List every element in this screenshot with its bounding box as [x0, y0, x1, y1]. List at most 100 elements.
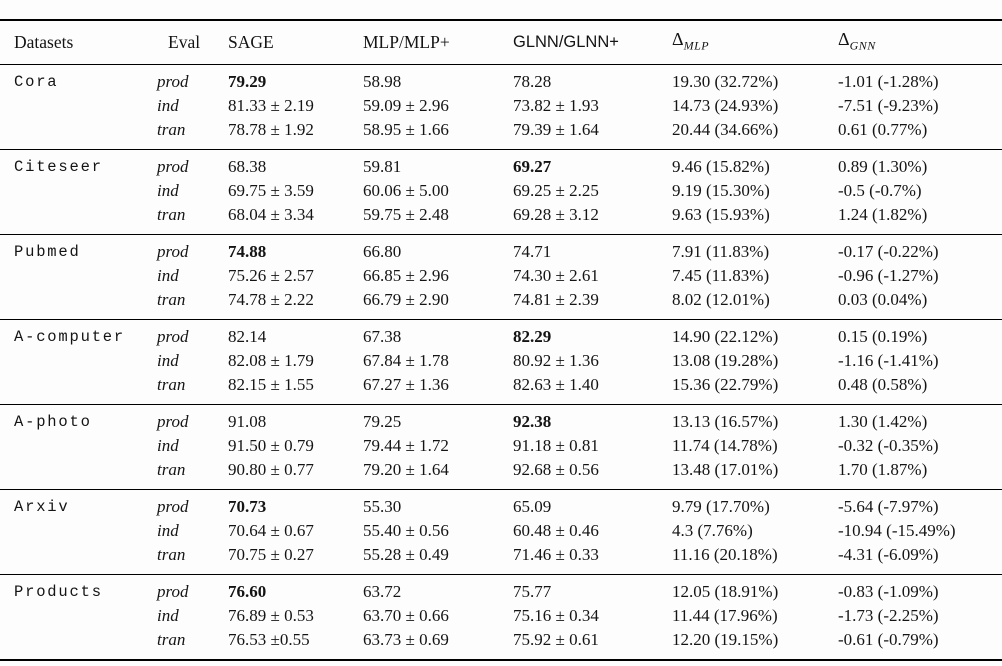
cell-mlp: 60.06 ± 5.00: [363, 180, 449, 200]
cell-dgnn: 1.70 (1.87%): [838, 459, 928, 479]
cell-dgnn: 0.89 (1.30%): [838, 148, 1002, 179]
cell-eval: tran: [157, 374, 186, 394]
table-row: tran 78.78 ± 1.92 58.95 ± 1.66 79.39 ± 1.64…: [0, 118, 1002, 150]
cell-eval: ind: [157, 605, 179, 625]
table-row: ind 91.50 ± 0.79 79.44 ± 1.72 91.18 ± 0.81 1…: [0, 434, 1002, 458]
cell-mlp: 79.25: [363, 403, 513, 434]
cell-dmlp: 9.79 (17.70%): [672, 488, 838, 519]
cell-eval: tran: [157, 544, 186, 564]
cell-mlp: 59.81: [363, 148, 513, 179]
delta-symbol: Δ: [672, 29, 684, 49]
cell-glnn: 74.71: [513, 233, 672, 264]
cell-glnn: 82.29: [513, 318, 672, 349]
cell-eval: tran: [157, 289, 186, 309]
cell-glnn: 69.25 ± 2.25: [513, 180, 599, 200]
cell-mlp: 55.28 ± 0.49: [363, 544, 449, 564]
cell-dgnn: 0.48 (0.58%): [838, 374, 928, 394]
cell-dgnn: -1.16 (-1.41%): [838, 350, 939, 370]
cell-sage: 68.04 ± 3.34: [228, 204, 314, 224]
table-row: tran 82.15 ± 1.55 67.27 ± 1.36 82.63 ± 1.40…: [0, 373, 1002, 405]
cell-eval: prod: [157, 488, 228, 519]
column-header-eval: Eval: [157, 20, 228, 65]
column-header-delta-mlp: ΔMLP: [672, 20, 838, 65]
cell-dgnn: -0.83 (-1.09%): [838, 573, 1002, 604]
cell-eval: ind: [157, 180, 179, 200]
cell-mlp: 55.40 ± 0.56: [363, 520, 449, 540]
cell-mlp: 66.80: [363, 233, 513, 264]
cell-mlp: 66.85 ± 2.96: [363, 265, 449, 285]
cell-eval: ind: [157, 435, 179, 455]
cell-dgnn: -5.64 (-7.97%): [838, 488, 1002, 519]
table-row: ind 70.64 ± 0.67 55.40 ± 0.56 60.48 ± 0.46 4…: [0, 519, 1002, 543]
table-row: tran 70.75 ± 0.27 55.28 ± 0.49 71.46 ± 0.33…: [0, 543, 1002, 575]
cell-dmlp: 11.74 (14.78%): [672, 435, 778, 455]
cell-eval: prod: [157, 63, 228, 94]
table-row: ind 81.33 ± 2.19 59.09 ± 2.96 73.82 ± 1.93 1…: [0, 94, 1002, 118]
cell-dgnn: -4.31 (-6.09%): [838, 544, 939, 564]
cell-glnn: 73.82 ± 1.93: [513, 95, 599, 115]
dataset-name: Cora: [0, 63, 157, 149]
column-header-datasets: Datasets: [0, 20, 157, 65]
cell-dgnn: 0.15 (0.19%): [838, 318, 1002, 349]
cell-dgnn: -1.01 (-1.28%): [838, 63, 1002, 94]
cell-eval: tran: [157, 119, 186, 139]
cell-glnn: 75.77: [513, 573, 672, 604]
table-row: Products prod 76.60 63.72 75.77 12.05 (18.91%…: [0, 573, 1002, 660]
table-row: tran 68.04 ± 3.34 59.75 ± 2.48 69.28 ± 3.12…: [0, 203, 1002, 235]
table-row: tran 90.80 ± 0.77 79.20 ± 1.64 92.68 ± 0.56…: [0, 458, 1002, 490]
dataset-name: Arxiv: [0, 488, 157, 574]
cell-eval: ind: [157, 520, 179, 540]
cell-dmlp: 14.73 (24.93%): [672, 95, 779, 115]
cell-glnn: 60.48 ± 0.46: [513, 520, 599, 540]
cell-sage: 90.80 ± 0.77: [228, 459, 314, 479]
cell-glnn: 69.27: [513, 148, 672, 179]
cell-glnn: 92.68 ± 0.56: [513, 459, 599, 479]
cell-eval: ind: [157, 350, 179, 370]
dataset-name: A-photo: [0, 403, 157, 489]
cell-mlp: 67.38: [363, 318, 513, 349]
cell-glnn: 91.18 ± 0.81: [513, 435, 599, 455]
table-row: tran 74.78 ± 2.22 66.79 ± 2.90 74.81 ± 2.39…: [0, 288, 1002, 320]
cell-sage: 76.53 ±0.55: [228, 629, 310, 649]
cell-dmlp: 9.19 (15.30%): [672, 180, 770, 200]
cell-mlp: 79.44 ± 1.72: [363, 435, 449, 455]
cell-mlp: 59.75 ± 2.48: [363, 204, 449, 224]
cell-glnn: 74.81 ± 2.39: [513, 289, 599, 309]
table-row: ind 82.08 ± 1.79 67.84 ± 1.78 80.92 ± 1.36 1…: [0, 349, 1002, 373]
cell-dmlp: 13.48 (17.01%): [672, 459, 779, 479]
table-row: A-photo prod 91.08 79.25 92.38 13.13 (16.57%)…: [0, 403, 1002, 489]
cell-glnn: 75.16 ± 0.34: [513, 605, 599, 625]
cell-eval: prod: [157, 403, 228, 434]
cell-dgnn: 0.03 (0.04%): [838, 289, 928, 309]
cell-dgnn: -0.61 (-0.79%): [838, 629, 939, 649]
cell-sage: 70.75 ± 0.27: [228, 544, 314, 564]
delta-gnn-subscript: GNN: [849, 38, 876, 53]
table-row: ind 75.26 ± 2.57 66.85 ± 2.96 74.30 ± 2.61 7…: [0, 264, 1002, 288]
cell-sage: 78.78 ± 1.92: [228, 119, 314, 139]
table-row: ind 76.89 ± 0.53 63.70 ± 0.66 75.16 ± 0.34 1…: [0, 604, 1002, 628]
cell-dgnn: -7.51 (-9.23%): [838, 95, 939, 115]
cell-glnn: 71.46 ± 0.33: [513, 544, 599, 564]
cell-sage: 68.38: [228, 148, 363, 179]
table-row: Citeseer prod 68.38 59.81 69.27 9.46 (15.82%)…: [0, 148, 1002, 234]
cell-mlp: 79.20 ± 1.64: [363, 459, 449, 479]
cell-sage: 74.78 ± 2.22: [228, 289, 314, 309]
cell-mlp: 66.79 ± 2.90: [363, 289, 449, 309]
cell-eval: prod: [157, 233, 228, 264]
cell-dmlp: 12.05 (18.91%): [672, 573, 838, 604]
cell-dmlp: 19.30 (32.72%): [672, 63, 838, 94]
cell-glnn: 80.92 ± 1.36: [513, 350, 599, 370]
cell-dmlp: 15.36 (22.79%): [672, 374, 779, 394]
cell-eval: prod: [157, 148, 228, 179]
cell-dmlp: 14.90 (22.12%): [672, 318, 838, 349]
table-row: tran 76.53 ±0.55 63.73 ± 0.69 75.92 ± 0.61 1…: [0, 628, 1002, 660]
column-header-sage: SAGE: [228, 20, 363, 65]
cell-dgnn: 0.61 (0.77%): [838, 119, 928, 139]
cell-sage: 81.33 ± 2.19: [228, 95, 314, 115]
cell-mlp: 63.70 ± 0.66: [363, 605, 449, 625]
cell-dmlp: 9.63 (15.93%): [672, 204, 770, 224]
cell-dgnn: -0.32 (-0.35%): [838, 435, 939, 455]
cell-eval: ind: [157, 95, 179, 115]
cell-dmlp: 13.13 (16.57%): [672, 403, 838, 434]
